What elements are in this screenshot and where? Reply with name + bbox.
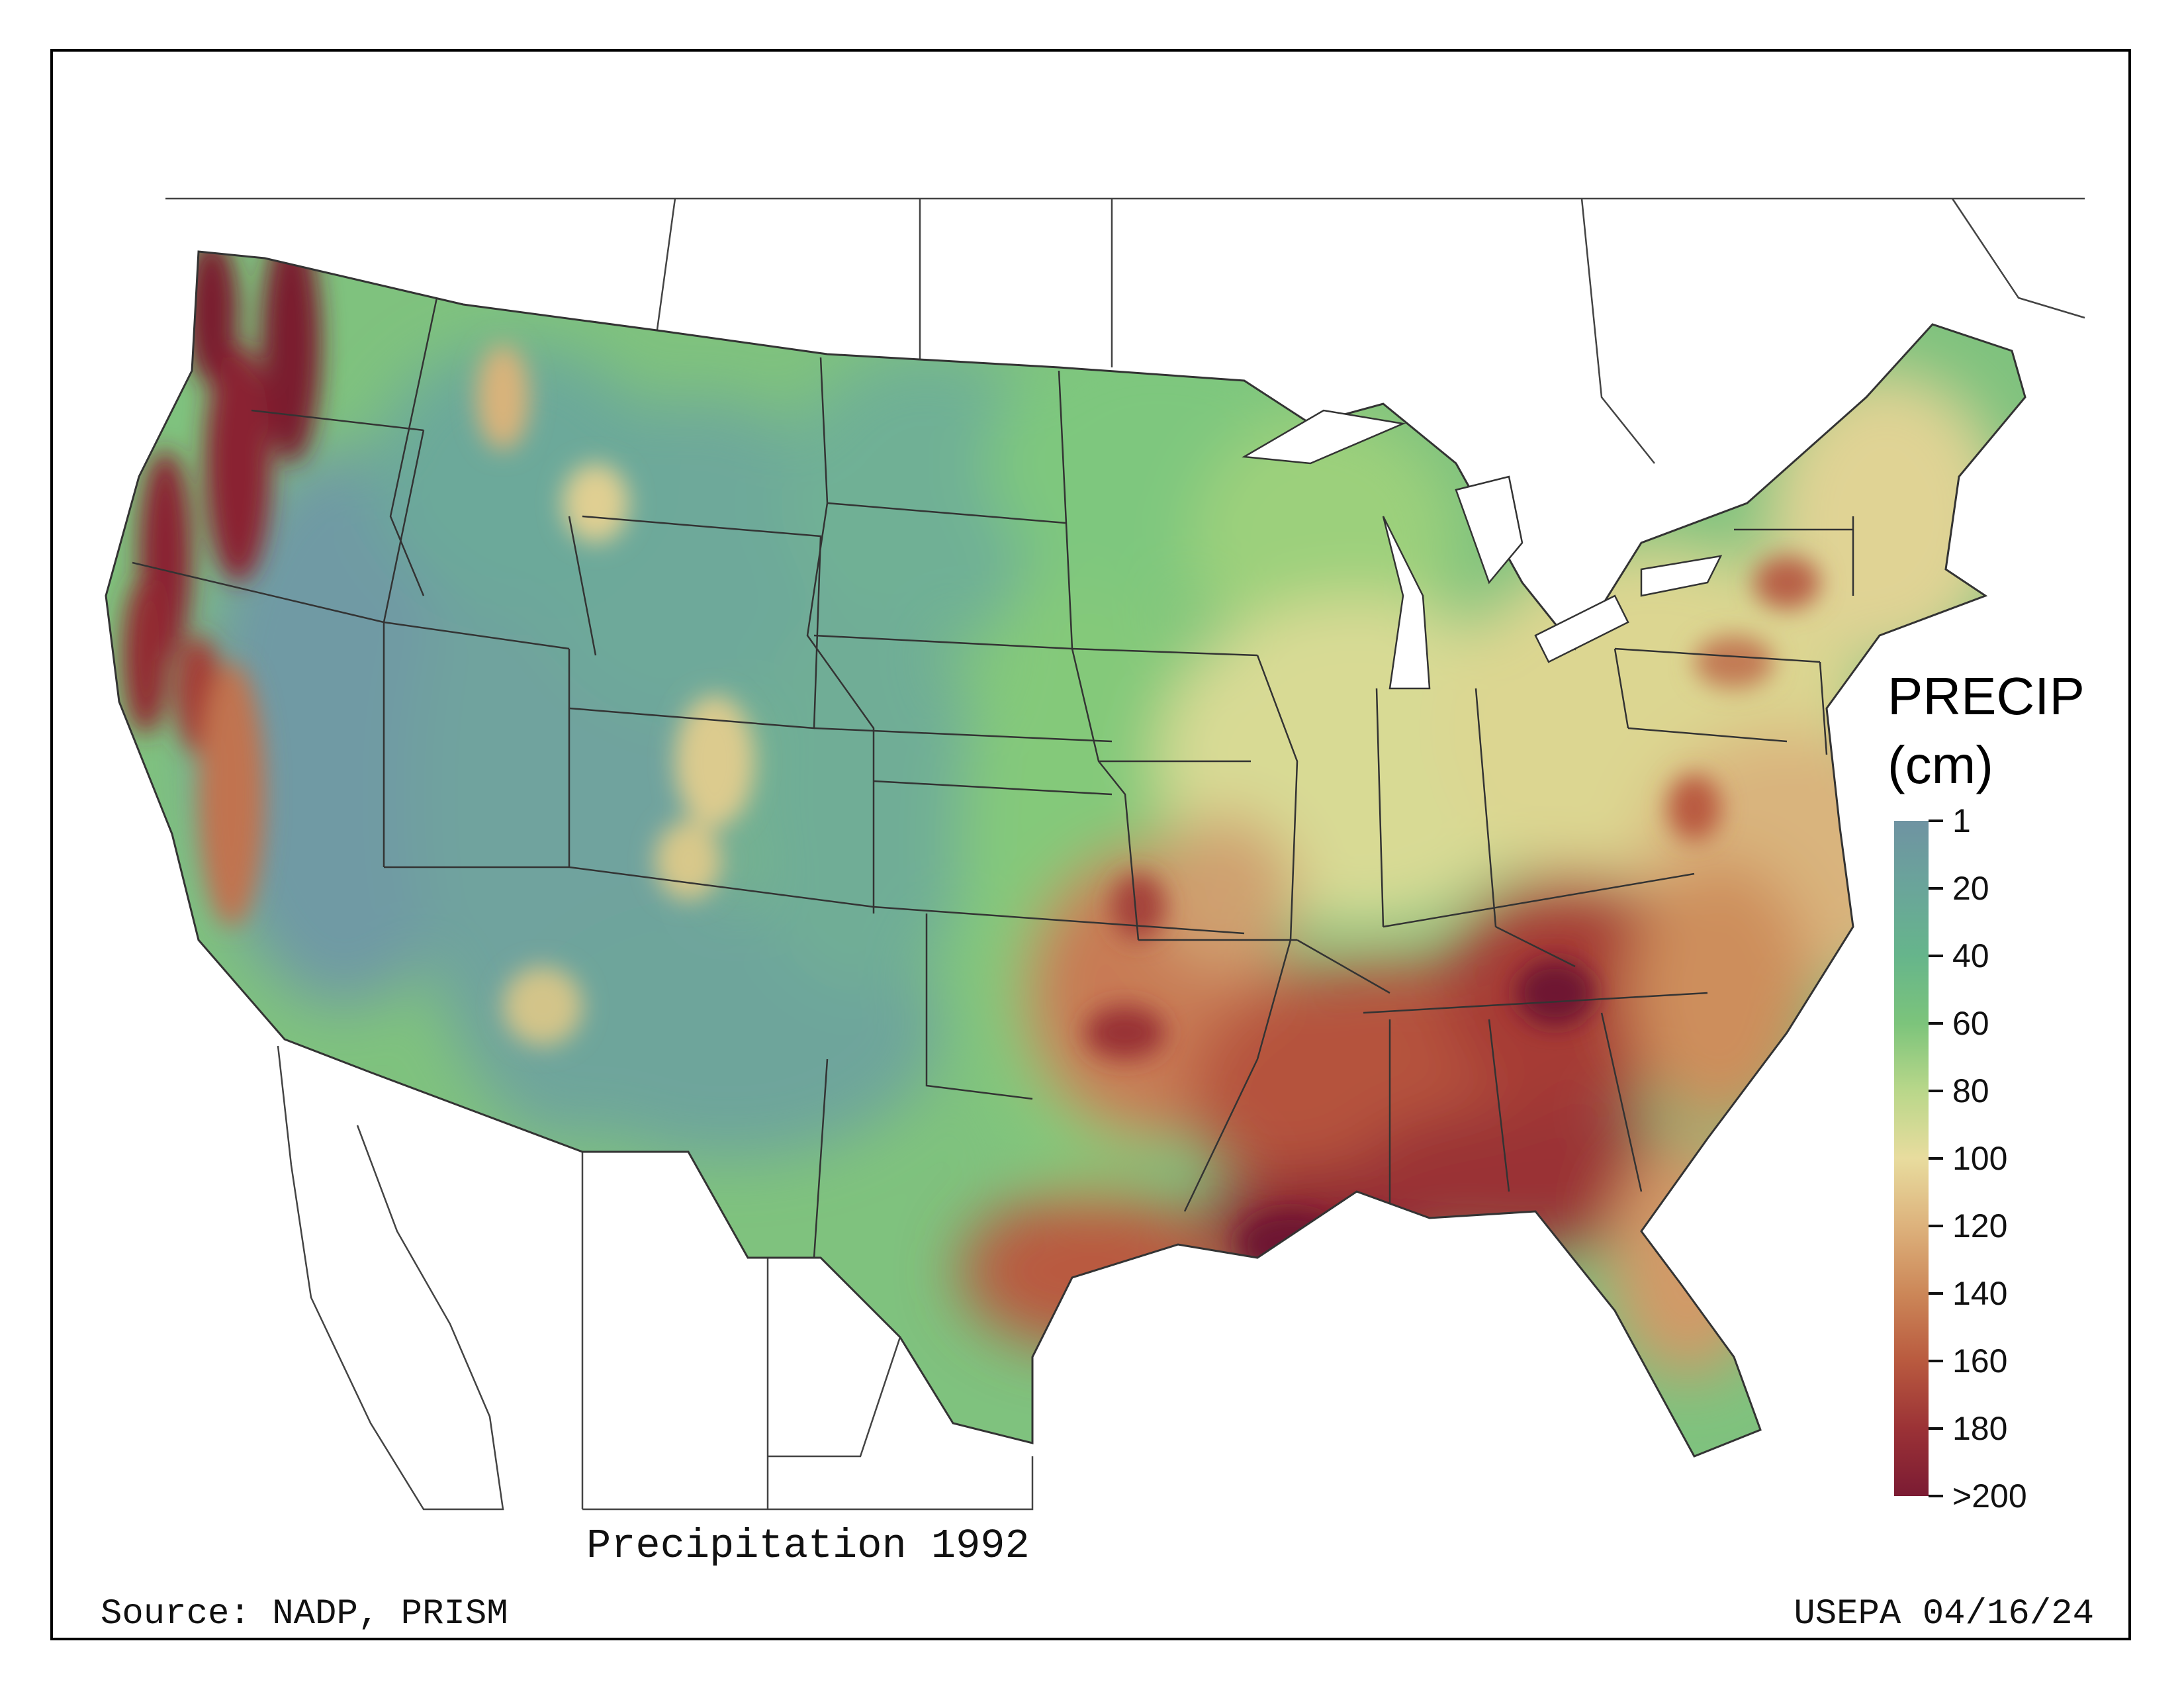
- legend-tick-label: 100: [1952, 1140, 2008, 1177]
- legend-ticks: [1929, 820, 1943, 1497]
- legend-tick-label: 80: [1952, 1072, 1989, 1109]
- precipitation-field: [106, 252, 2025, 1456]
- legend-tick-label: 160: [1952, 1342, 2008, 1380]
- legend-tick-label: 120: [1952, 1207, 2008, 1244]
- legend-tick-label: >200: [1952, 1477, 2027, 1515]
- map-title: Precipitation 1992: [586, 1523, 1030, 1570]
- legend-title-line1: PRECIP: [1888, 667, 2085, 726]
- legend-tick-label: 180: [1952, 1410, 2008, 1447]
- legend-tick-label: 140: [1952, 1275, 2008, 1312]
- legend-title-line2: (cm): [1888, 735, 1993, 794]
- source-text: Source: NADP, PRISM: [101, 1594, 508, 1634]
- legend-tick-label: 20: [1952, 870, 1989, 907]
- legend-title: PRECIP (cm): [1888, 662, 2085, 800]
- legend-tick-label: 40: [1952, 937, 1989, 974]
- legend-tick-label: 60: [1952, 1005, 1989, 1042]
- legend-colorbar: [1894, 821, 1929, 1496]
- credit-text: USEPA 04/16/24: [1794, 1594, 2094, 1634]
- legend-tick-label: 1: [1952, 802, 1971, 839]
- neighbor-outlines: [165, 197, 2085, 1511]
- great-lakes: [1242, 409, 1723, 690]
- state-borders: [132, 297, 1854, 1258]
